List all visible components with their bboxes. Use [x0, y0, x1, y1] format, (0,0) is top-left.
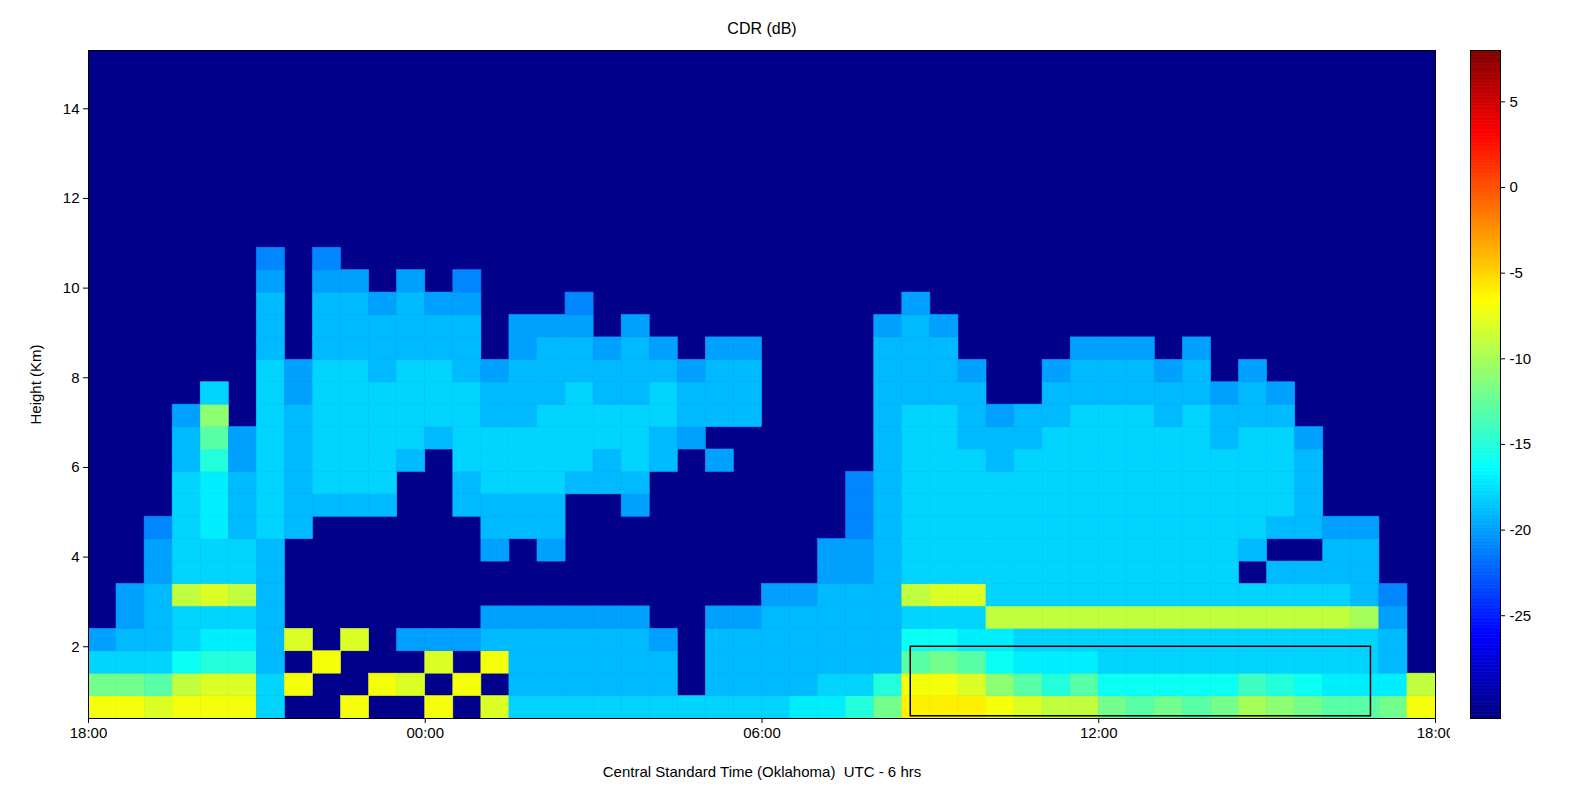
svg-text:-15: -15	[1510, 435, 1532, 452]
svg-text:12:00: 12:00	[1080, 724, 1118, 741]
svg-text:2: 2	[71, 638, 79, 655]
svg-text:4: 4	[71, 548, 79, 565]
svg-text:5: 5	[1510, 93, 1518, 110]
svg-text:CDR (dB): CDR (dB)	[727, 20, 796, 37]
svg-text:14: 14	[63, 100, 80, 117]
svg-text:-25: -25	[1510, 607, 1532, 624]
svg-text:6: 6	[71, 458, 79, 475]
svg-text:12: 12	[63, 189, 80, 206]
svg-text:18:00: 18:00	[1417, 724, 1455, 741]
svg-text:-10: -10	[1510, 350, 1532, 367]
svg-text:10: 10	[63, 279, 80, 296]
svg-text:18:00: 18:00	[70, 724, 108, 741]
svg-text:00:00: 00:00	[406, 724, 444, 741]
svg-text:-20: -20	[1510, 521, 1532, 538]
svg-text:8: 8	[71, 369, 79, 386]
svg-text:Height (Km): Height (Km)	[27, 344, 44, 424]
svg-text:06:00: 06:00	[743, 724, 781, 741]
svg-text:-5: -5	[1510, 264, 1523, 281]
svg-text:Central Standard Time (Oklahom: Central Standard Time (Oklahoma) UTC - 6…	[603, 763, 921, 780]
svg-text:0: 0	[1510, 178, 1518, 195]
